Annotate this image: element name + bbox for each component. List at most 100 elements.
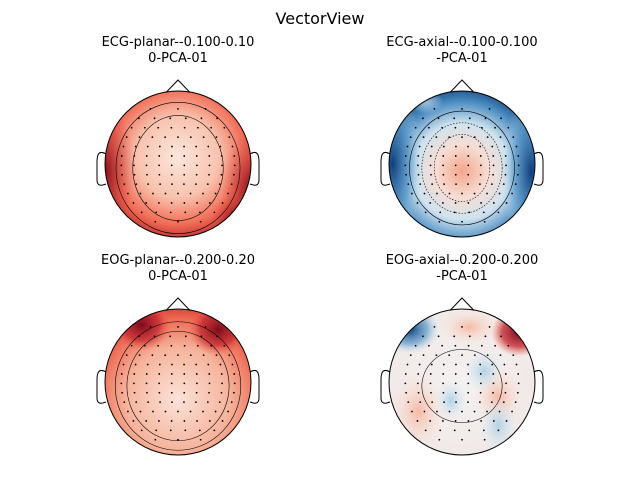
sensor-dot <box>516 391 519 394</box>
sensor-dot <box>430 391 432 394</box>
left-ear-outline <box>380 369 391 404</box>
sensor-dot <box>441 344 444 347</box>
contour-line <box>114 321 242 451</box>
sensor-dot <box>414 344 417 347</box>
sensor-dot <box>416 202 419 204</box>
sensor-dot <box>200 117 203 120</box>
sensor-dot <box>516 173 519 176</box>
sensor-dot <box>491 363 494 366</box>
field-blob <box>221 129 251 237</box>
sensor-dot <box>429 164 432 167</box>
topomap-panel-3: EOG-planar--0.200-0.200-PCA-01 <box>96 253 260 456</box>
sensor-dot <box>218 401 221 404</box>
contour-line <box>126 330 230 442</box>
sensor-dot <box>208 420 211 422</box>
sensor-dot <box>503 145 506 148</box>
sensor-dot <box>198 211 201 214</box>
sensor-dot <box>453 429 456 432</box>
sensor-dot <box>417 373 420 375</box>
field-blob <box>435 380 468 421</box>
sensor-dot <box>504 373 507 375</box>
sensor-dot <box>169 117 172 120</box>
sensor-dot <box>455 363 457 366</box>
sensor-dot <box>515 363 518 366</box>
sensor-dot <box>454 202 457 204</box>
sensor-dot <box>498 192 501 195</box>
sensor-dot <box>170 391 173 394</box>
sensor-dot <box>152 410 154 413</box>
sensor-dot <box>154 220 157 223</box>
sensor-dot <box>164 410 167 413</box>
sensor-dot <box>208 373 211 375</box>
sensor-dot <box>454 373 457 375</box>
sensor-dot <box>195 391 198 394</box>
sensor-dot <box>499 354 502 357</box>
sensor-dot <box>479 155 482 157</box>
contour-line <box>115 102 241 234</box>
left-ear-outline <box>96 151 107 186</box>
sensor-dot <box>492 173 494 176</box>
sensor-dot <box>467 164 470 167</box>
sensor-dot <box>120 382 123 385</box>
sensor-dot <box>468 429 471 432</box>
sensor-dot <box>152 192 154 195</box>
sensor-dot <box>473 192 476 195</box>
sensor-dot <box>123 401 126 404</box>
sensor-dot <box>158 363 161 366</box>
sensor-dot <box>196 420 198 422</box>
sensor-dot <box>442 155 445 157</box>
sensor-dot <box>504 173 507 176</box>
sensor-dot <box>195 401 197 404</box>
sensor-dot <box>146 145 149 148</box>
sensor-dot <box>467 373 470 375</box>
sensor-dot <box>454 126 457 129</box>
sensor-dot <box>158 145 161 148</box>
sensor-dot <box>120 164 123 167</box>
sensor-dot <box>195 164 198 167</box>
nose-outline <box>165 79 191 93</box>
sensor-dot <box>231 363 234 366</box>
sensor-dot <box>479 391 482 394</box>
sensor-dot <box>461 326 463 328</box>
sensor-dot <box>429 155 432 157</box>
sensor-dot <box>454 155 457 157</box>
sensor-dot <box>422 136 425 139</box>
sensor-dot <box>232 173 235 176</box>
sensor-dot <box>202 192 204 195</box>
sensor-dot <box>183 126 186 129</box>
sensor-dot <box>199 438 202 441</box>
sensor-dot <box>515 145 518 148</box>
sensor-dot <box>196 202 198 204</box>
sensor-dot <box>505 202 508 204</box>
sensor-dot <box>504 391 507 394</box>
sensor-dot <box>473 136 476 139</box>
sensor-dot <box>430 145 433 148</box>
sensor-dot <box>184 429 187 432</box>
sensor-dot <box>145 164 148 167</box>
sensor-dot <box>479 164 482 167</box>
sensor-dot <box>227 410 229 413</box>
sensor-dot <box>183 145 185 148</box>
nose-outline <box>449 297 475 311</box>
sensor-dot <box>170 155 173 157</box>
sensor-dot <box>467 145 469 148</box>
sensor-dot <box>120 373 123 375</box>
sensor-dot <box>189 354 192 357</box>
sensor-dot <box>468 117 471 120</box>
sensor-dot <box>438 438 441 441</box>
sensor-dot <box>133 382 135 385</box>
sensor-dot <box>431 183 434 186</box>
sensor-dot <box>417 391 420 394</box>
sensor-dot <box>497 429 500 432</box>
sensor-dot <box>210 344 213 347</box>
sensor-dot <box>206 401 209 404</box>
sensor-dot <box>223 344 226 347</box>
sensor-dot <box>158 373 161 375</box>
sensor-dot <box>467 391 470 394</box>
sensor-dot <box>221 420 224 422</box>
sensor-dot <box>195 145 198 148</box>
contour-line <box>409 110 515 226</box>
sensor-dot <box>195 382 198 385</box>
sensor-dot <box>214 410 217 413</box>
sensor-dot <box>170 344 173 347</box>
